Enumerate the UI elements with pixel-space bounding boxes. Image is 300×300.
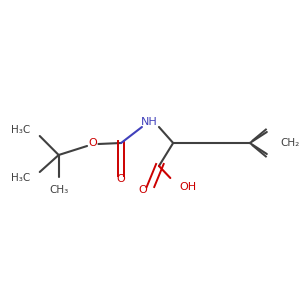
Text: OH: OH	[180, 182, 197, 192]
Text: H₃C: H₃C	[11, 125, 30, 135]
Text: CH₂: CH₂	[280, 138, 299, 148]
Text: CH₃: CH₃	[49, 185, 68, 195]
Text: O: O	[139, 185, 147, 195]
Text: H₃C: H₃C	[11, 173, 30, 183]
Text: NH: NH	[141, 117, 158, 127]
Text: O: O	[117, 174, 125, 184]
Text: O: O	[88, 138, 97, 148]
